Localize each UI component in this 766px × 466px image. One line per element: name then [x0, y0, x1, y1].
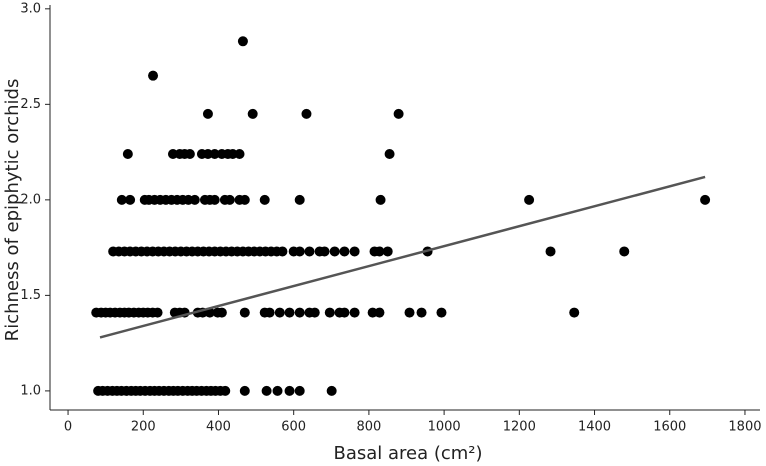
point [237, 36, 248, 47]
point [619, 246, 630, 257]
point [239, 385, 250, 396]
point [436, 307, 447, 318]
x-tick-label: 1000 [428, 420, 461, 435]
point [261, 385, 272, 396]
point [220, 385, 231, 396]
point [404, 307, 415, 318]
point [284, 307, 295, 318]
x-tick-label: 1800 [728, 420, 761, 435]
point [569, 307, 580, 318]
point [234, 149, 245, 160]
x-tick-label: 1200 [503, 420, 536, 435]
point [374, 307, 385, 318]
point [545, 246, 556, 257]
point [239, 194, 250, 205]
point [272, 385, 283, 396]
point [202, 108, 213, 119]
point [375, 194, 386, 205]
y-tick-label: 1.5 [20, 288, 41, 303]
x-tick-label: 1400 [578, 420, 611, 435]
x-axis-title: Basal area (cm²) [333, 443, 482, 464]
point [329, 246, 340, 257]
point [224, 194, 235, 205]
point [393, 108, 404, 119]
x-tick-label: 800 [356, 420, 381, 435]
point [304, 246, 315, 257]
point [122, 149, 133, 160]
point [189, 194, 200, 205]
y-tick-label: 1.0 [20, 383, 41, 398]
point [259, 194, 270, 205]
x-tick-label: 200 [131, 420, 156, 435]
point [301, 108, 312, 119]
point [284, 385, 295, 396]
point [152, 307, 163, 318]
y-tick-label: 2.0 [20, 192, 41, 207]
point [277, 246, 288, 257]
point [294, 307, 305, 318]
point [184, 149, 195, 160]
y-axis-title: Richness of epiphytic orchids [2, 79, 23, 342]
point [374, 246, 385, 257]
point [294, 194, 305, 205]
point [309, 307, 320, 318]
point [384, 149, 395, 160]
point [239, 307, 250, 318]
point [326, 385, 337, 396]
fit-line [99, 175, 706, 339]
point [324, 307, 335, 318]
point [264, 307, 275, 318]
point [247, 108, 258, 119]
point [382, 246, 393, 257]
point [216, 307, 227, 318]
x-tick-label: 600 [281, 420, 306, 435]
y-tick-label: 3.0 [20, 1, 41, 16]
point [319, 246, 330, 257]
point [294, 246, 305, 257]
point [209, 194, 220, 205]
point [524, 194, 535, 205]
point [339, 246, 350, 257]
x-tick-label: 400 [206, 420, 231, 435]
x-tick-label: 0 [64, 420, 72, 435]
point [700, 194, 711, 205]
point [349, 246, 360, 257]
point [125, 194, 136, 205]
point [294, 385, 305, 396]
point [416, 307, 427, 318]
point [274, 307, 285, 318]
point [116, 194, 127, 205]
point [349, 307, 360, 318]
point [209, 149, 220, 160]
y-tick-label: 2.5 [20, 97, 41, 112]
point [148, 70, 159, 81]
x-tick-label: 1600 [653, 420, 686, 435]
point [339, 307, 350, 318]
